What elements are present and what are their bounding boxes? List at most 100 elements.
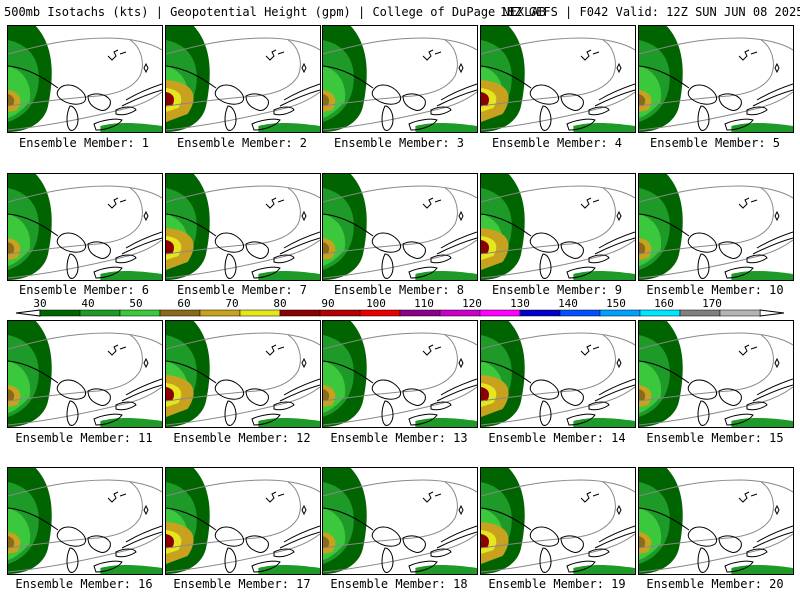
ensemble-member-label: Ensemble Member: 20 [646,577,784,591]
ensemble-member-label: Ensemble Member: 5 [649,136,781,150]
ensemble-map [481,174,635,280]
ensemble-map-panel [165,25,321,133]
colorbar-swatch [279,309,321,317]
colorbar-swatch [319,309,361,317]
colorbar-swatch [479,309,521,317]
colorbar-tick-label: 80 [273,297,286,310]
ensemble-map-panel [165,173,321,281]
ensemble-member-label: Ensemble Member: 17 [173,577,311,591]
ensemble-map-panel [638,173,794,281]
ensemble-map [323,321,477,427]
ensemble-map-panel [322,320,478,428]
header: 500mb Isotachs (kts) | Geopotential Heig… [0,0,800,24]
colorbar-tick-label: 60 [177,297,190,310]
colorbar-tick-label: 90 [321,297,334,310]
ensemble-member-label: Ensemble Member: 16 [15,577,153,591]
ensemble-map [481,321,635,427]
ensemble-map [166,468,320,574]
ensemble-map-panel [638,320,794,428]
ensemble-member-label: Ensemble Member: 7 [176,283,308,297]
colorbar-tick-label: 120 [462,297,482,310]
ensemble-member-label: Ensemble Member: 13 [330,431,468,445]
ensemble-map-panel [7,320,163,428]
ensemble-map [323,174,477,280]
ensemble-member-label: Ensemble Member: 10 [646,283,784,297]
ensemble-map-panel [638,467,794,575]
ensemble-map [323,26,477,132]
colorbar-left-arrow [15,309,41,317]
ensemble-map [166,174,320,280]
ensemble-map-panel [480,25,636,133]
colorbar-tick-label: 170 [702,297,722,310]
header-title: 500mb Isotachs (kts) | Geopotential Heig… [4,5,546,19]
colorbar-tick-label: 50 [129,297,142,310]
colorbar-tick-label: 40 [81,297,94,310]
header-valid-time: 18Z GEFS | F042 Valid: 12Z SUN JUN 08 20… [500,5,800,19]
colorbar-tick-label: 30 [33,297,46,310]
ensemble-map-panel [7,467,163,575]
ensemble-member-label: Ensemble Member: 12 [173,431,311,445]
ensemble-map-panel [165,320,321,428]
ensemble-member-label: Ensemble Member: 4 [491,136,623,150]
ensemble-map [8,468,162,574]
ensemble-member-label: Ensemble Member: 14 [488,431,626,445]
colorbar-swatch [519,309,561,317]
colorbar-right-arrow [759,309,785,317]
colorbar-swatch [719,309,761,317]
ensemble-map [639,26,793,132]
ensemble-map-panel [7,173,163,281]
colorbar-swatch [559,309,601,317]
ensemble-map-panel [165,467,321,575]
ensemble-map-panel [480,320,636,428]
colorbar-svg: 30 40 50 60 70 80 90 100 110 120 130 140 150 160 170 [15,297,785,317]
ensemble-map-panel [322,173,478,281]
colorbar-tick-label: 70 [225,297,238,310]
colorbar-swatch [639,309,681,317]
colorbar-tick-label: 150 [606,297,626,310]
colorbar-swatch [239,309,281,317]
colorbar-tick-label: 100 [366,297,386,310]
colorbar-tick-label: 110 [414,297,434,310]
ensemble-member-label: Ensemble Member: 15 [646,431,784,445]
ensemble-map [323,468,477,574]
ensemble-map-panel [322,25,478,133]
colorbar-swatch [599,309,641,317]
colorbar-swatch [679,309,721,317]
ensemble-member-label: Ensemble Member: 8 [333,283,465,297]
colorbar-swatch [359,309,401,317]
ensemble-member-label: Ensemble Member: 18 [330,577,468,591]
colorbar-swatch [79,309,121,317]
ensemble-map [166,321,320,427]
ensemble-member-label: Ensemble Member: 1 [18,136,150,150]
colorbar-tick-label: 160 [654,297,674,310]
ensemble-map [481,26,635,132]
ensemble-map [8,321,162,427]
colorbar-swatch [199,309,241,317]
ensemble-map-panel [7,25,163,133]
ensemble-map [166,26,320,132]
colorbar-swatch [39,309,81,317]
ensemble-map-panel [480,467,636,575]
colorbar-tick-label: 140 [558,297,578,310]
ensemble-member-label: Ensemble Member: 9 [491,283,623,297]
ensemble-map-panel [480,173,636,281]
ensemble-member-label: Ensemble Member: 3 [333,136,465,150]
ensemble-map [639,321,793,427]
colorbar-swatch [439,309,481,317]
ensemble-map [481,468,635,574]
ensemble-member-label: Ensemble Member: 2 [176,136,308,150]
ensemble-map [639,468,793,574]
ensemble-map-panel [638,25,794,133]
colorbar-swatch [159,309,201,317]
colorbar-legend: 30 40 50 60 70 80 90 100 110 120 130 140 150 160 170 [0,296,800,320]
ensemble-map [639,174,793,280]
ensemble-map [8,26,162,132]
ensemble-member-label: Ensemble Member: 6 [18,283,150,297]
colorbar-swatch [399,309,441,317]
ensemble-map [8,174,162,280]
ensemble-member-label: Ensemble Member: 19 [488,577,626,591]
colorbar-tick-label: 130 [510,297,530,310]
colorbar-swatch [119,309,161,317]
ensemble-map-panel [322,467,478,575]
ensemble-member-label: Ensemble Member: 11 [15,431,153,445]
